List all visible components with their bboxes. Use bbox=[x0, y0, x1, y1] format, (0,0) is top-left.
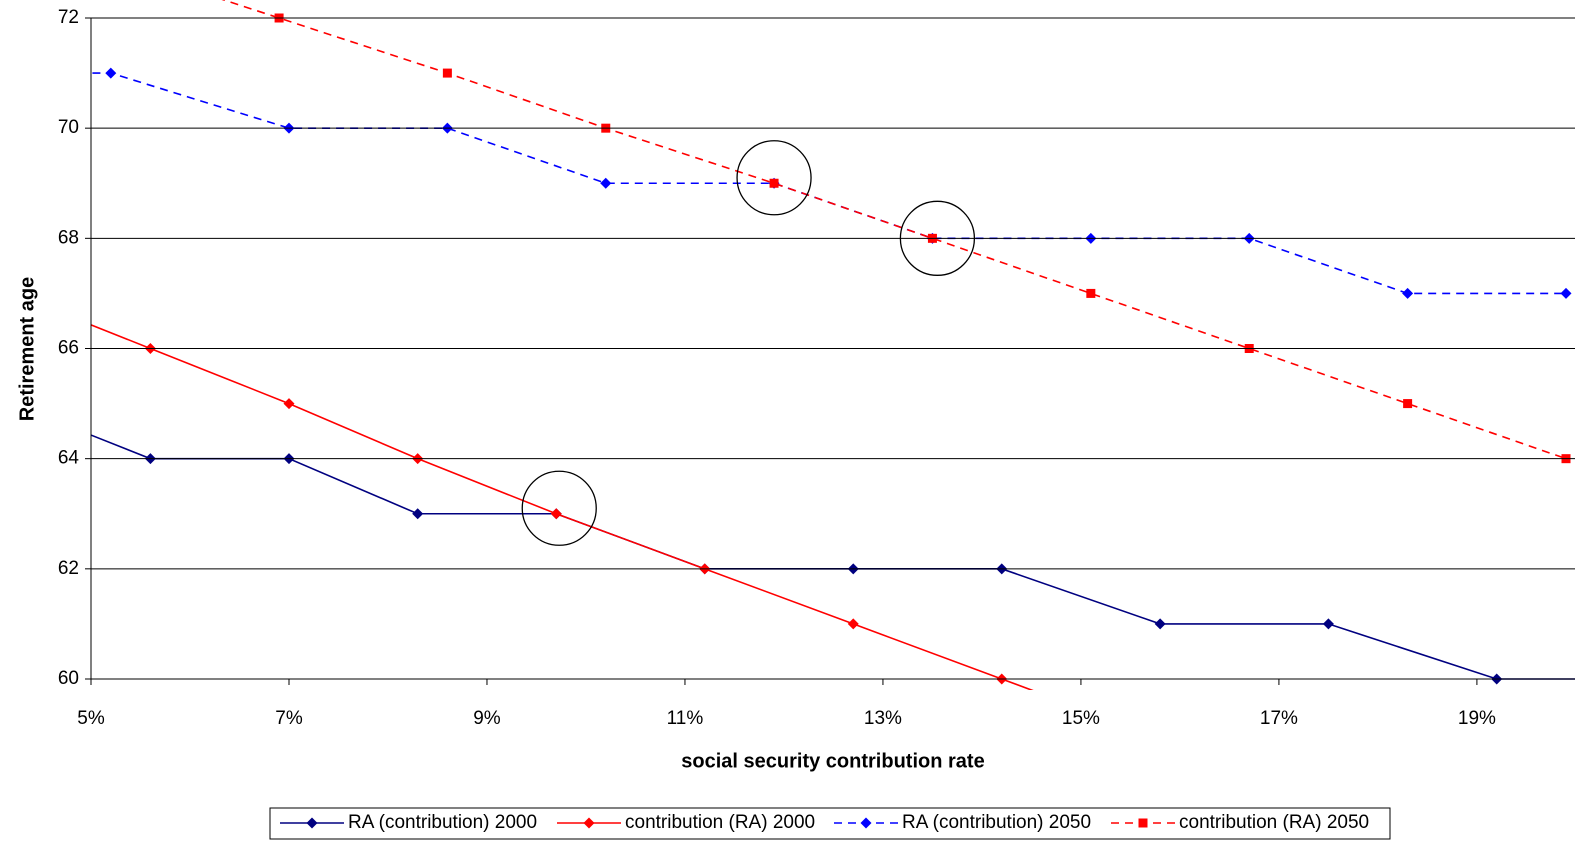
plot-area bbox=[91, 0, 1575, 740]
x-tick-label: 19% bbox=[1458, 708, 1496, 729]
y-tick-label: 62 bbox=[58, 558, 79, 579]
marker bbox=[1138, 818, 1148, 828]
legend-label: contribution (RA) 2050 bbox=[1179, 812, 1369, 833]
marker bbox=[283, 398, 295, 410]
marker bbox=[847, 618, 859, 630]
series-line bbox=[91, 72, 1566, 295]
legend-box bbox=[269, 807, 1391, 840]
highlight-circle bbox=[899, 200, 976, 276]
marker bbox=[583, 817, 595, 829]
series-line bbox=[91, 324, 1034, 690]
y-tick-label: 68 bbox=[58, 227, 79, 248]
x-tick-label: 7% bbox=[275, 708, 303, 729]
marker bbox=[1322, 618, 1334, 630]
x-axis-title: social security contribution rate bbox=[681, 750, 984, 772]
legend-label: RA (contribution) 2050 bbox=[902, 812, 1091, 833]
marker bbox=[550, 508, 562, 520]
marker bbox=[860, 817, 872, 829]
x-tick-label: 5% bbox=[77, 708, 105, 729]
marker bbox=[306, 817, 318, 829]
marker bbox=[1086, 288, 1096, 298]
x-tick-label: 13% bbox=[864, 708, 902, 729]
legend-label: contribution (RA) 2000 bbox=[625, 812, 815, 833]
legend-label: RA (contribution) 2000 bbox=[348, 812, 537, 833]
y-tick-label: 66 bbox=[58, 338, 79, 359]
marker bbox=[769, 178, 779, 188]
marker bbox=[412, 508, 424, 520]
y-tick-label: 64 bbox=[58, 448, 80, 469]
legend: RA (contribution) 2000 contribution (RA) … bbox=[280, 812, 1369, 833]
marker bbox=[1154, 618, 1166, 630]
series-line bbox=[91, 434, 1575, 680]
y-axis-title: Retirement age bbox=[16, 277, 38, 422]
y-tick-label: 72 bbox=[58, 7, 79, 28]
marker bbox=[1145, 729, 1156, 740]
highlight-circle bbox=[736, 140, 812, 216]
marker bbox=[442, 68, 452, 78]
series-line bbox=[221, 0, 1567, 460]
marker bbox=[1402, 287, 1414, 299]
marker bbox=[1403, 399, 1413, 409]
x-tick-label: 9% bbox=[473, 708, 501, 729]
x-tick-label: 15% bbox=[1062, 708, 1100, 729]
marker bbox=[600, 177, 612, 189]
marker bbox=[1560, 287, 1572, 299]
x-tick-label: 11% bbox=[667, 708, 704, 729]
y-tick-label: 70 bbox=[58, 117, 79, 138]
y-tick-label: 60 bbox=[58, 668, 79, 689]
highlight-circle bbox=[521, 470, 597, 546]
x-tick-label: 17% bbox=[1260, 708, 1298, 729]
marker bbox=[105, 67, 117, 79]
